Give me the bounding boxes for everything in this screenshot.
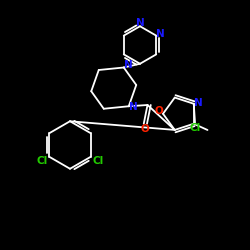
Text: Cl: Cl [190,123,201,133]
Text: O: O [140,124,149,134]
Text: N: N [194,98,203,108]
Text: N: N [124,60,133,70]
Text: N: N [136,18,145,28]
Text: Cl: Cl [92,156,104,166]
Text: N: N [130,102,138,113]
Text: Cl: Cl [36,156,48,166]
Text: N: N [156,30,165,40]
Text: O: O [154,106,163,116]
